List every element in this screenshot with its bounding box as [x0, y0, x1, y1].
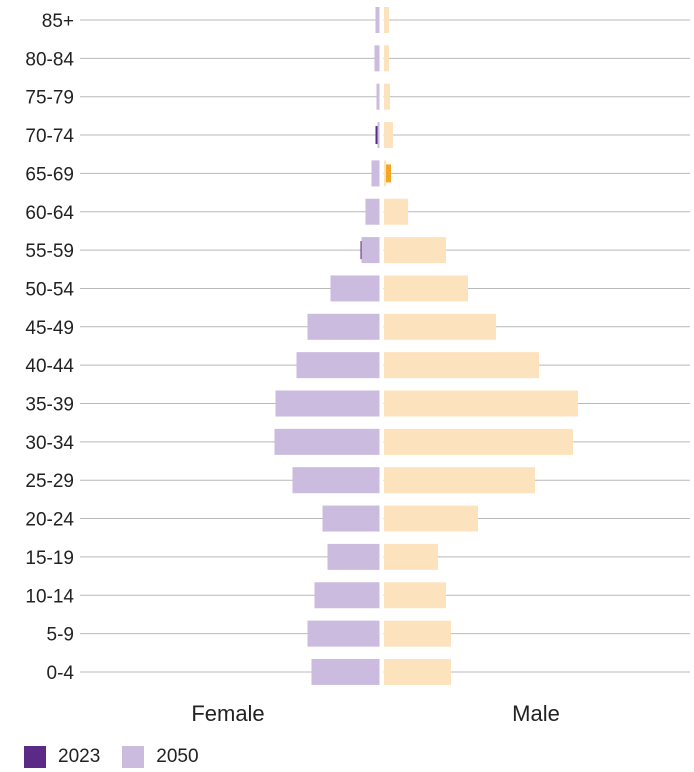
bar-female-2050-25-29 [292, 467, 380, 494]
age-label-0-4: 0-4 [47, 663, 75, 684]
bar-female-2050-35-39 [275, 390, 380, 417]
age-label-40-44: 40-44 [25, 356, 74, 377]
bar-female-2050-70-74 [377, 122, 380, 149]
bar-male-2050-15-19 [384, 543, 438, 570]
bar-female-2050-65-69 [371, 160, 380, 187]
bar-female-2050-0-4 [311, 658, 380, 685]
bar-female-2050-75-79 [376, 83, 380, 110]
age-label-35-39: 35-39 [25, 395, 74, 416]
gridlines [80, 19, 690, 673]
bar-male-2050-70-74 [384, 122, 393, 149]
age-label-50-54: 50-54 [25, 279, 74, 300]
bar-male-2050-55-59 [384, 237, 446, 264]
bar-male-2050-25-29 [384, 467, 535, 494]
legend-item-2023: 2023 [24, 746, 100, 768]
age-label-20-24: 20-24 [25, 510, 74, 531]
bar-female-2050-15-19 [327, 543, 380, 570]
bar-female-2050-5-9 [307, 620, 380, 647]
legend-swatch-2050 [122, 746, 145, 768]
bar-male-2050-40-44 [384, 352, 539, 379]
bar-female-2050-50-54 [330, 275, 380, 302]
age-label-25-29: 25-29 [25, 471, 74, 492]
legend-label-2050: 2050 [156, 746, 199, 767]
population-pyramid-chart: 85+ 80-84 75-79 70-74 65-69 60-64 55-59 50-54 45… [25, 2, 690, 726]
legend-label-2023: 2023 [58, 746, 101, 767]
age-label-85plus: 85+ [42, 11, 74, 32]
female-side-label: Female [191, 701, 264, 726]
bar-male-2050-45-49 [384, 313, 496, 340]
age-label-30-34: 30-34 [25, 433, 74, 454]
bar-female-2050-20-24 [322, 505, 380, 532]
bar-male-2050-30-34 [384, 428, 573, 455]
age-label-65-69: 65-69 [25, 164, 74, 185]
bar-female-2050-60-64 [365, 198, 380, 225]
age-label-5-9: 5-9 [47, 625, 74, 646]
bar-male-2050-35-39 [384, 390, 578, 417]
age-label-60-64: 60-64 [25, 203, 74, 224]
bar-male-2050-80-84 [384, 45, 389, 72]
age-label-80-84: 80-84 [25, 49, 74, 70]
bars [274, 2, 578, 692]
bar-male-2050-0-4 [384, 658, 451, 685]
age-label-45-49: 45-49 [25, 318, 74, 339]
age-label-15-19: 15-19 [25, 548, 74, 569]
bar-female-2050-30-34 [274, 428, 380, 455]
bar-male-2050-85plus [384, 7, 389, 33]
bar-female-2050-45-49 [307, 313, 380, 340]
age-label-55-59: 55-59 [25, 241, 74, 262]
age-label-75-79: 75-79 [25, 88, 74, 109]
age-tick-labels: 85+ 80-84 75-79 70-74 65-69 60-64 55-59 50-54 45… [25, 11, 74, 684]
bar-female-2050-10-14 [314, 582, 380, 609]
bar-male-2050-60-64 [384, 198, 408, 225]
bar-male-2050-50-54 [384, 275, 468, 302]
legend: 2023 2050 [24, 746, 221, 768]
bar-female-2050-40-44 [296, 352, 380, 379]
male-side-label: Male [512, 701, 560, 726]
bar-male-2050-10-14 [384, 582, 446, 609]
legend-item-2050: 2050 [122, 746, 199, 768]
age-label-70-74: 70-74 [25, 126, 74, 147]
bar-male-2050-65-69 [384, 160, 386, 187]
bar-male-2023-65-69 [384, 164, 391, 183]
age-label-10-14: 10-14 [25, 586, 74, 607]
bar-male-2050-5-9 [384, 620, 451, 647]
bar-female-2050-80-84 [374, 45, 380, 72]
bar-male-2050-20-24 [384, 505, 478, 532]
bar-male-2050-75-79 [384, 83, 390, 110]
legend-swatch-2023 [24, 746, 46, 768]
bar-female-2050-85plus [375, 7, 380, 33]
bar-female-2050-55-59 [361, 237, 380, 264]
